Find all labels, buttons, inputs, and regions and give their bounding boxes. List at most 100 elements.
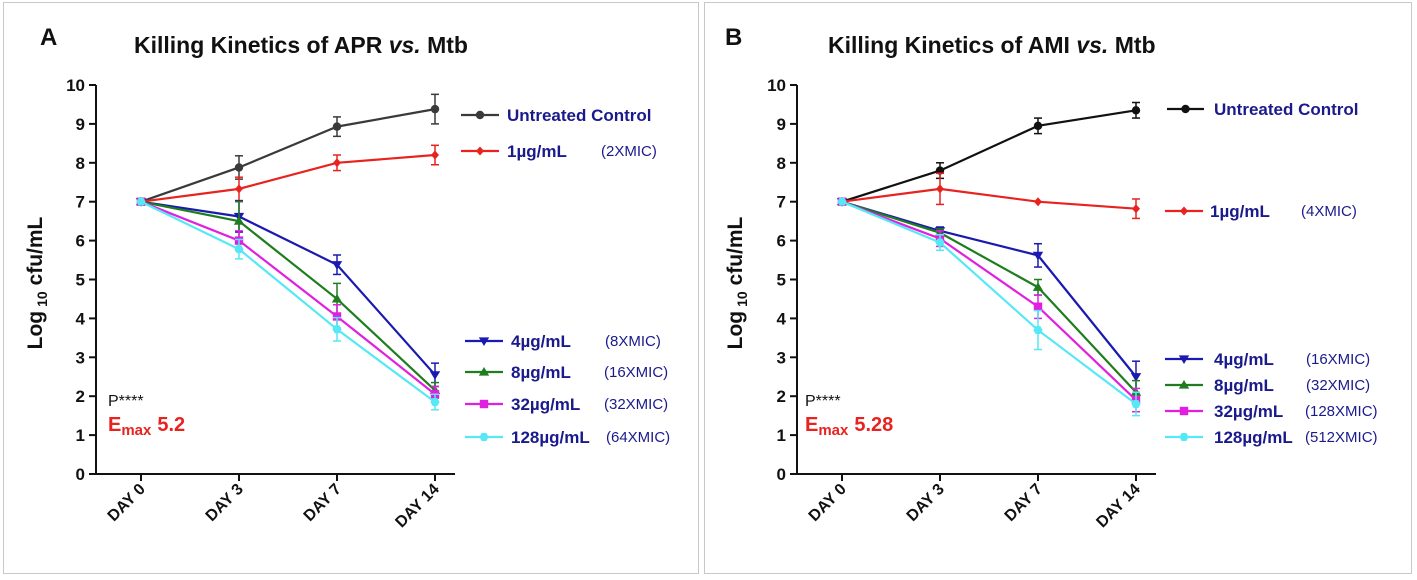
series-line <box>841 200 1137 405</box>
data-point <box>837 197 847 206</box>
data-point <box>1033 302 1043 311</box>
y-tick-label: 3 <box>76 348 85 367</box>
legend-entry-5: 128µg/mL (64XMIC) <box>465 428 670 447</box>
legend-label: 32µg/mL <box>511 395 580 414</box>
emax-value: 5.28 <box>854 414 893 436</box>
series-0 <box>837 101 1141 206</box>
series-line <box>841 200 1137 394</box>
legend-marker <box>478 367 490 376</box>
significance-label: P**** <box>108 393 144 410</box>
series-1 <box>137 144 439 207</box>
y-axis-label: Log 10 cfu/mL <box>724 216 750 349</box>
x-tick-label: DAY 7 <box>1002 481 1046 525</box>
emax-letter: E <box>805 414 818 436</box>
legend-mic: (64XMIC) <box>606 429 670 446</box>
legend-label: 32µg/mL <box>1214 402 1283 421</box>
data-point <box>333 158 341 168</box>
emax-letter: E <box>108 414 121 436</box>
x-tick-label: DAY 14 <box>392 481 442 531</box>
x-tick-label: DAY 3 <box>904 481 948 525</box>
legend-entry-1: 1µg/mL (2XMIC) <box>461 142 657 161</box>
legend-entry-3: 8µg/mL (32XMIC) <box>1165 376 1370 395</box>
legend-label: 4µg/mL <box>511 332 571 351</box>
data-point <box>331 261 343 270</box>
legend-entry-3: 8µg/mL (16XMIC) <box>465 363 668 382</box>
data-point <box>1131 399 1141 408</box>
legend-mic: (2XMIC) <box>601 143 657 160</box>
data-point <box>235 184 243 194</box>
data-point <box>234 163 244 172</box>
legend-label: 1µg/mL <box>1210 202 1270 221</box>
x-tick-label: DAY 14 <box>1093 481 1143 531</box>
legend-mic: (4XMIC) <box>1301 203 1357 220</box>
series-line <box>841 200 1137 401</box>
series-line <box>841 187 1137 210</box>
data-point <box>331 293 343 303</box>
y-tick-label: 2 <box>76 387 85 406</box>
data-point <box>430 104 440 114</box>
legend-entry-5: 128µg/mL (512XMIC) <box>1165 428 1378 447</box>
panel-letter: B <box>725 24 742 51</box>
legend-entry-4: 32µg/mL (128XMIC) <box>1165 402 1378 421</box>
chart-title: Killing Kinetics of AMI vs. Mtb <box>828 32 1156 58</box>
y-tick-label: 9 <box>76 115 85 134</box>
series-line <box>841 109 1137 203</box>
series-4 <box>837 197 1141 413</box>
y-tick-label: 0 <box>777 465 786 484</box>
chart-title-suffix: Mtb <box>421 32 468 58</box>
legend-marker <box>479 433 489 441</box>
y-axis-label-unit: cfu/mL <box>724 216 747 291</box>
chart-title-prefix: Killing Kinetics of AMI <box>828 32 1076 58</box>
panel-letter: A <box>40 24 57 51</box>
legend-label: 1µg/mL <box>507 142 567 161</box>
x-tick-label: DAY 0 <box>806 481 850 525</box>
series-line <box>140 200 436 396</box>
series-5 <box>837 197 1141 417</box>
legend-mic: (32XMIC) <box>1306 377 1370 394</box>
data-point <box>935 238 945 247</box>
data-point <box>332 312 342 321</box>
data-point <box>1033 121 1043 131</box>
y-tick-label: 2 <box>777 387 786 406</box>
legend-mic: (16XMIC) <box>1306 351 1370 368</box>
legend-label: Untreated Control <box>507 106 652 125</box>
legend-marker <box>475 110 485 120</box>
emax-subscript: max <box>121 422 152 439</box>
y-tick-label: 7 <box>76 193 85 212</box>
data-point <box>431 150 439 160</box>
legend-marker <box>1178 380 1190 389</box>
legend-marker <box>1180 206 1188 216</box>
y-tick-label: 6 <box>76 232 85 251</box>
legend-mic: (32XMIC) <box>604 396 668 413</box>
y-tick-label: 8 <box>777 154 786 173</box>
y-axis-label-main: Log <box>724 311 747 349</box>
series-2 <box>836 198 1142 394</box>
data-point <box>234 245 244 254</box>
data-point <box>1034 197 1042 207</box>
chart-b-svg: B Killing Kinetics of AMI vs. Mtb Log 10 cf… <box>724 24 1378 531</box>
series-5 <box>136 197 440 411</box>
data-point <box>1033 326 1043 335</box>
series-line <box>140 200 436 376</box>
legend-entry-0: Untreated Control <box>461 106 652 125</box>
legend-mic: (16XMIC) <box>604 364 668 381</box>
y-axis-label-subscript: 10 <box>734 291 750 307</box>
legend-marker <box>479 399 489 409</box>
data-point <box>1132 204 1140 214</box>
x-tick-label: DAY 7 <box>301 481 345 525</box>
emax-subscript: max <box>818 422 849 439</box>
legend-label: 128µg/mL <box>1214 428 1293 447</box>
series-line <box>841 200 1137 378</box>
data-point <box>1032 251 1044 261</box>
chart-title-prefix: Killing Kinetics of APR <box>134 32 389 58</box>
chart-panel-b: B Killing Kinetics of AMI vs. Mtb Log 10 cf… <box>704 2 1412 574</box>
y-tick-label: 10 <box>767 76 786 95</box>
y-tick-label: 7 <box>777 193 786 212</box>
legend-marker <box>1181 104 1190 114</box>
y-tick-label: 0 <box>76 465 85 484</box>
significance-label: P**** <box>805 393 841 410</box>
legend-marker <box>478 337 490 346</box>
series-2 <box>135 198 441 388</box>
series-1 <box>838 172 1140 220</box>
